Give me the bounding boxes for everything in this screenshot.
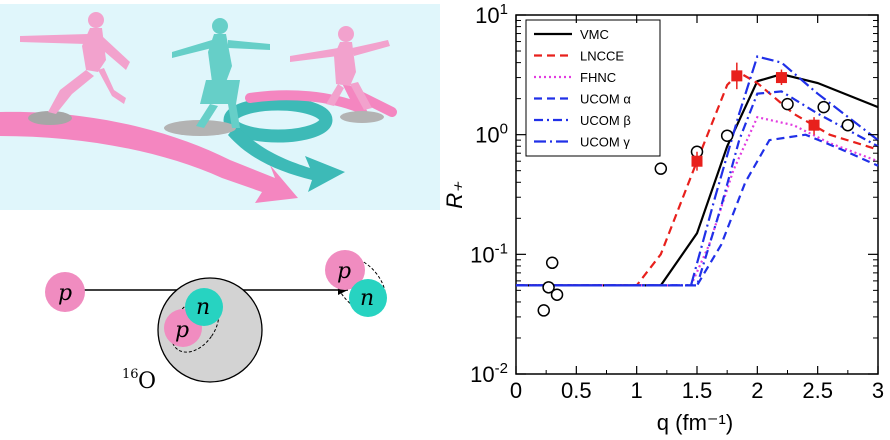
ratio-chart: VMC LNCCE FHNC UCOM α UCOM β UCOM γ 0 0.5 1 1.5 2… [442,1,884,435]
teal-skater-icon [172,18,270,128]
nucleus-symbol: O [138,369,156,394]
ejected-proton-label: p [337,259,351,284]
data-point-circle [550,288,564,301]
legend-box [525,19,661,157]
y-axis-title: R₊ [442,181,467,209]
data-point-square [731,70,743,82]
legend-label-3: UCOM α [580,92,631,107]
y-tick-label: 10-2 [470,360,508,387]
y-tick-label: 101 [475,1,508,28]
x-tick-label: 2 [751,378,763,403]
bound-neutron-label: n [196,295,210,320]
data-point-square [775,72,787,84]
x-tick-label: 3 [872,378,884,403]
chart-markers [537,62,855,317]
chart-ticks: 0 0.5 1 1.5 2 2.5 3 10-2 10-1 100 101 [470,1,884,403]
pink-arrow-icon [0,111,298,203]
ejected-neutron-label: n [360,286,374,311]
data-point-circle [537,304,551,317]
skater-shadow-right [340,111,384,123]
skater-shadow-left [28,111,72,125]
projectile-proton [45,272,85,312]
data-point-circle [654,162,668,175]
nucleus-mass-number: 16 [122,367,139,382]
data-point-square [808,119,820,131]
pink-skater-icon [20,12,130,114]
illustration-panel: p p n 16 O p n [0,4,440,394]
x-tick-label: 1.5 [682,378,713,403]
series-line-2 [516,115,879,287]
oxygen-nucleus [157,277,263,383]
teal-arrow-icon [223,80,397,192]
chart-legend: VMC LNCCE FHNC UCOM α UCOM β UCOM γ [525,19,661,157]
ejected-neutron [349,279,387,317]
data-point-circle [817,100,830,114]
legend-label-2: FHNC [580,70,616,85]
x-tick-label: 1 [631,378,643,403]
ejected-proton [325,250,365,290]
projectile-proton-label: p [58,281,72,306]
data-point-circle [841,118,855,132]
series-line-0 [516,73,879,287]
data-point-circle [545,256,559,270]
y-tick-label: 10-1 [470,240,508,267]
x-tick-label: 0 [510,378,522,403]
data-point-square [691,155,703,167]
data-point-circle [542,281,555,294]
x-tick-label: 2.5 [802,378,833,403]
x-tick-label: 0.5 [561,378,592,403]
skater-shadow-middle [164,120,236,136]
correlated-pair-outline [170,297,220,353]
data-point-circle [781,97,794,111]
legend-label-1: LNCCE [580,49,624,64]
y-tick-label: 100 [475,121,508,148]
data-point-circle [720,129,734,142]
legend-label-5: UCOM γ [580,135,630,150]
bound-proton-label: p [175,318,189,343]
legend-label-0: VMC [580,27,609,42]
x-axis-title: q (fm⁻¹) [657,410,733,435]
nucleon-diagram: p p n 16 O p n [45,250,387,394]
legend-label-4: UCOM β [580,113,631,128]
series-line-5 [516,55,879,287]
series-line-3 [516,133,879,287]
series-line-4 [516,90,879,287]
bound-neutron [185,288,223,326]
pink-skater-right-icon [290,26,390,110]
